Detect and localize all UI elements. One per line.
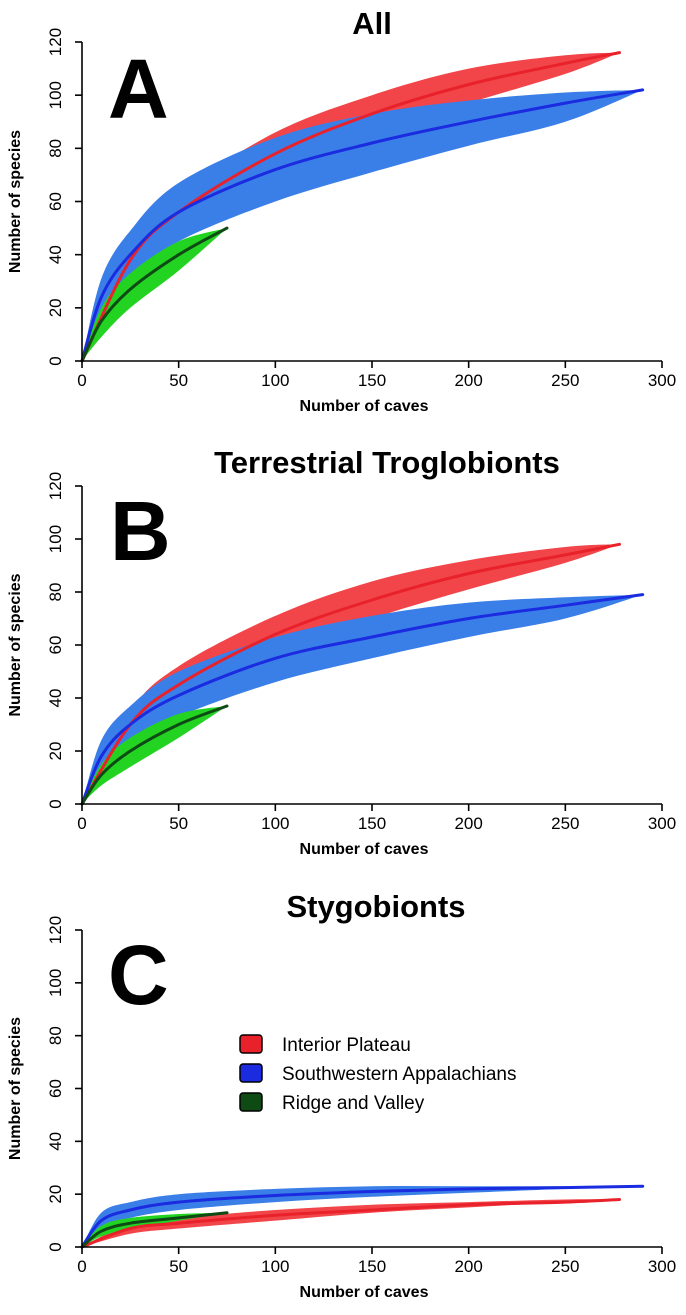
x-tick-label: 100 xyxy=(261,1257,289,1276)
confidence-band-southwestern-appalachians xyxy=(82,1186,643,1247)
y-tick-label: 60 xyxy=(46,192,65,211)
panel-a: All A 0 50 100 150 200 250 300 0 20 40 60 80 100 120 Num… xyxy=(7,6,676,415)
legend-label: Ridge and Valley xyxy=(282,1093,425,1114)
y-tick-label: 20 xyxy=(46,742,65,761)
legend-swatch xyxy=(239,1092,263,1112)
confidence-band-interior-plateau xyxy=(82,544,620,804)
x-tick-label: 0 xyxy=(77,371,86,390)
x-tick-label: 300 xyxy=(648,814,676,833)
y-tick-label: 100 xyxy=(46,969,65,997)
y-axis-label: Number of species xyxy=(7,130,24,273)
y-axis-label: Number of species xyxy=(7,573,24,716)
x-tick-label: 250 xyxy=(551,371,579,390)
y-tick-label: 120 xyxy=(46,916,65,944)
x-axis-label: Number of caves xyxy=(300,398,429,415)
y-tick-label: 0 xyxy=(46,356,65,365)
x-tick-label: 300 xyxy=(648,371,676,390)
panel-c: Stygobionts C 0 50 100 150 200 250 300 0 20 40 60 80 1… xyxy=(7,889,676,1301)
x-tick-label: 200 xyxy=(454,1257,482,1276)
x-tick-label: 100 xyxy=(261,371,289,390)
y-tick-label: 0 xyxy=(46,799,65,808)
panel-letter: C xyxy=(108,928,169,1022)
legend-swatch xyxy=(239,1063,263,1083)
y-tick-label: 60 xyxy=(46,636,65,655)
x-tick-label: 250 xyxy=(551,1257,579,1276)
x-tick-label: 50 xyxy=(169,1257,188,1276)
y-tick-label: 20 xyxy=(46,298,65,317)
x-tick-label: 200 xyxy=(454,814,482,833)
x-tick-label: 50 xyxy=(169,814,188,833)
confidence-band-southwestern-appalachians xyxy=(82,594,643,804)
x-tick-label: 300 xyxy=(648,1257,676,1276)
panel-letter: B xyxy=(110,484,171,578)
y-tick-label: 80 xyxy=(46,583,65,602)
x-axis-label: Number of caves xyxy=(300,1284,429,1301)
series-line-ridge-and-valley xyxy=(80,1211,229,1249)
panel-letter: A xyxy=(108,42,169,136)
series-line-interior-plateau xyxy=(80,51,621,363)
y-tick-label: 100 xyxy=(46,525,65,553)
x-axis-label: Number of caves xyxy=(300,841,429,858)
legend-swatch xyxy=(239,1034,263,1054)
series-line-interior-plateau xyxy=(80,1198,621,1249)
panel-title: Terrestrial Troglobionts xyxy=(214,445,560,480)
y-tick-label: 40 xyxy=(46,245,65,264)
x-tick-label: 150 xyxy=(358,814,386,833)
series-line-southwestern-appalachians xyxy=(80,88,645,363)
y-tick-label: 100 xyxy=(46,81,65,109)
y-tick-label: 80 xyxy=(46,139,65,158)
x-tick-label: 100 xyxy=(261,814,289,833)
y-tick-label: 40 xyxy=(46,689,65,708)
x-tick-label: 250 xyxy=(551,814,579,833)
x-tick-label: 0 xyxy=(77,814,86,833)
x-tick-label: 0 xyxy=(77,1257,86,1276)
x-tick-label: 50 xyxy=(169,371,188,390)
y-tick-label: 40 xyxy=(46,1132,65,1151)
y-axis-label: Number of species xyxy=(7,1017,24,1160)
y-tick-label: 0 xyxy=(46,1242,65,1251)
series-line-interior-plateau xyxy=(80,542,621,806)
legend-label: Southwestern Appalachians xyxy=(282,1064,517,1085)
panel-title: All xyxy=(352,6,392,41)
y-tick-label: 120 xyxy=(46,472,65,500)
series-line-southwestern-appalachians xyxy=(80,1184,645,1249)
legend-label: Interior Plateau xyxy=(282,1035,411,1056)
x-tick-label: 150 xyxy=(358,1257,386,1276)
series-line-ridge-and-valley xyxy=(80,704,229,806)
y-tick-label: 80 xyxy=(46,1026,65,1045)
y-tick-label: 20 xyxy=(46,1185,65,1204)
confidence-band-ridge-and-valley xyxy=(82,1212,227,1247)
x-tick-label: 200 xyxy=(454,371,482,390)
series-line-southwestern-appalachians xyxy=(80,593,645,806)
x-tick-label: 150 xyxy=(358,371,386,390)
panel-title: Stygobionts xyxy=(286,889,465,924)
series-line-ridge-and-valley xyxy=(80,226,229,363)
y-tick-label: 60 xyxy=(46,1079,65,1098)
y-tick-label: 120 xyxy=(46,28,65,56)
legend: Interior Plateau Southwestern Appalachian… xyxy=(239,1034,517,1114)
